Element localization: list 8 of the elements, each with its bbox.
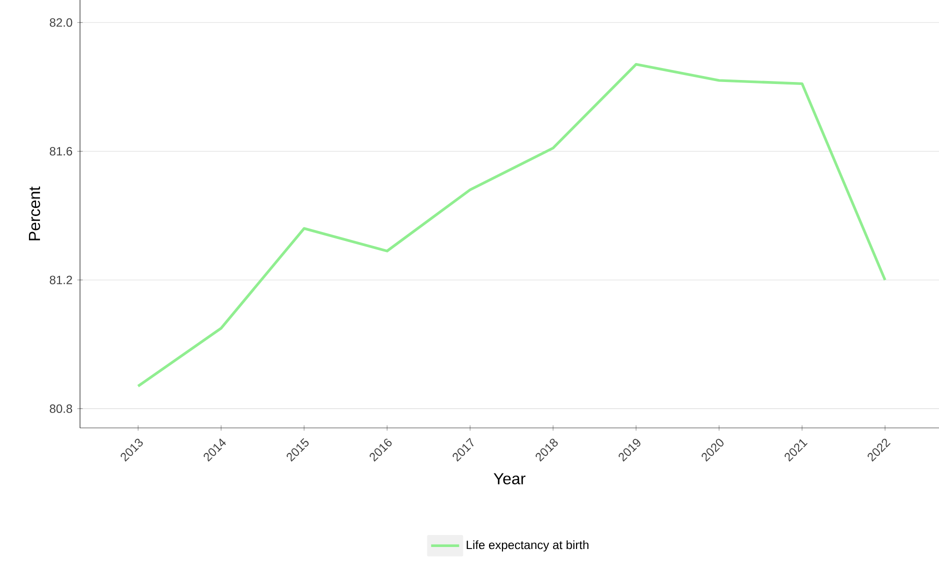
legend-label: Life expectancy at birth: [466, 540, 588, 552]
x-axis-title: Year: [494, 473, 526, 484]
line-series: [136, 63, 886, 388]
y-tick-label: 81.6: [50, 146, 72, 156]
y-tick-label: 81.2: [50, 276, 72, 284]
y-tick-label: 80.8: [50, 404, 72, 413]
y-axis-title: Percent: [28, 186, 40, 240]
y-tick-label: 82.0: [50, 18, 72, 27]
